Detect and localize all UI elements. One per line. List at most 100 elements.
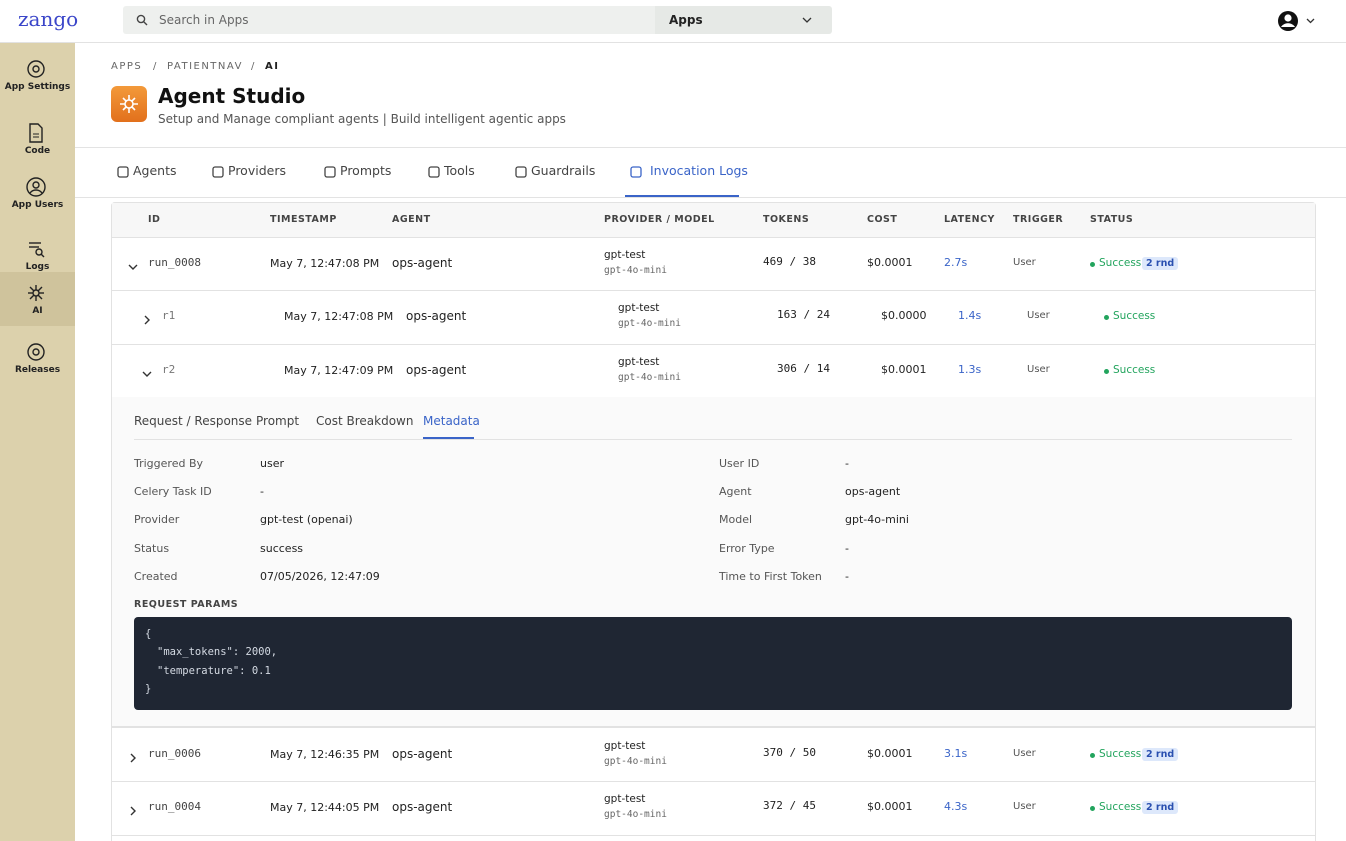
latency: 3.1s <box>944 746 968 760</box>
field-label: User ID <box>719 457 760 470</box>
tab[interactable]: Guardrails <box>514 148 596 198</box>
sidebar-item[interactable]: Releases <box>0 335 75 385</box>
sidebar-item[interactable]: Logs <box>0 232 75 282</box>
sidebar-label: App Settings <box>4 82 71 92</box>
code-line: "temperature": 0.1 <box>157 664 271 677</box>
sidebar-label: AI <box>32 306 43 316</box>
sidebar-label: Logs <box>25 262 50 272</box>
code-block: { "max_tokens": 2000, "temperature": 0.1} <box>134 617 1292 710</box>
logo[interactable]: zango <box>18 7 79 31</box>
run-id: run_0006 <box>148 746 201 760</box>
table-row[interactable] <box>112 728 1315 782</box>
sidebar-item[interactable]: AI <box>0 272 75 326</box>
status: Success <box>1099 256 1142 269</box>
rounds-badge: 2 rnd <box>1142 747 1179 761</box>
timestamp: May 7, 12:44:05 PM <box>270 801 380 814</box>
sidebar-item[interactable]: App Settings <box>0 52 75 102</box>
field-label: Model <box>719 513 753 526</box>
model: gpt-4o-mini <box>618 318 681 329</box>
latency: 1.3s <box>958 362 982 376</box>
trigger: User <box>1013 747 1036 759</box>
latency: 4.3s <box>944 800 968 813</box>
search-box[interactable]: Search in Apps <box>123 6 655 34</box>
sidebar-label: App Users <box>11 200 64 210</box>
status-dot <box>1090 261 1095 267</box>
tab-icon <box>514 164 528 178</box>
latency: 2.7s <box>944 255 968 269</box>
tab-label: Prompts <box>340 163 392 178</box>
agent: ops-agent <box>406 362 467 377</box>
field-label: Time to First Token <box>719 570 822 583</box>
tab[interactable]: Providers <box>211 148 287 198</box>
table-row[interactable] <box>112 290 1315 345</box>
sidebar-label: Releases <box>14 365 61 375</box>
field-value: 07/05/2026, 12:47:09 <box>260 570 380 583</box>
detail-tab-underline <box>423 437 474 439</box>
breadcrumb-separator: / <box>251 61 256 72</box>
cost: $0.0001 <box>867 800 913 813</box>
detail-tab[interactable]: Metadata <box>423 414 480 428</box>
timestamp: May 7, 12:47:09 PM <box>284 363 394 377</box>
breadcrumb-item[interactable]: APPS <box>111 61 143 72</box>
user-menu[interactable] <box>1277 10 1317 32</box>
field-label: Celery Task ID <box>134 485 212 498</box>
status: Success <box>1099 747 1142 760</box>
cost: $0.0000 <box>881 309 927 322</box>
tab-label: Guardrails <box>531 163 596 178</box>
field-value: gpt-4o-mini <box>845 513 909 526</box>
expand-chevron <box>127 749 139 762</box>
latency: 1.4s <box>958 309 982 322</box>
sidebar-item[interactable]: App Users <box>0 170 75 220</box>
rounds-badge: 2 rnd <box>1142 256 1179 270</box>
sidebar-icon <box>25 122 47 144</box>
provider: gpt-test <box>618 355 660 368</box>
table-row[interactable] <box>112 781 1315 836</box>
status: Success <box>1113 310 1156 322</box>
status-dot <box>1090 752 1095 758</box>
tab[interactable]: Invocation Logs <box>625 148 748 198</box>
model: gpt-4o-mini <box>604 264 667 276</box>
tab-icon <box>629 164 643 178</box>
cost: $0.0001 <box>867 746 913 760</box>
agent: ops-agent <box>392 255 453 270</box>
tab[interactable]: Prompts <box>323 148 391 198</box>
cost: $0.0001 <box>867 255 913 269</box>
tokens: 469 / 38 <box>763 254 816 268</box>
code-line: { <box>145 628 152 640</box>
trigger: User <box>1013 801 1036 812</box>
field-value: success <box>260 542 304 555</box>
sidebar-icon <box>25 341 47 363</box>
sidebar-label: Code <box>24 146 51 156</box>
studio-icon <box>111 86 147 122</box>
divider <box>75 197 1346 198</box>
detail-tab[interactable]: Prompt <box>256 414 300 428</box>
logs-table: ID TIMESTAMP AGENT PROVIDER / MODEL TOKENS CO… <box>111 202 1316 841</box>
agent: ops-agent <box>392 746 453 761</box>
column-header: TRIGGER <box>1013 214 1064 225</box>
tokens: 163 / 24 <box>777 308 830 321</box>
tab[interactable]: Agents <box>116 148 177 198</box>
tab[interactable]: Tools <box>427 148 479 198</box>
search-placeholder: Search in Apps <box>159 13 249 27</box>
table-row[interactable] <box>112 237 1315 291</box>
expand-chevron <box>141 311 153 325</box>
sidebar-item[interactable]: Code <box>0 116 75 166</box>
breadcrumb-separator: / <box>153 61 158 72</box>
detail-tab[interactable]: Request / Response <box>134 414 253 428</box>
column-header: TOKENS <box>763 214 810 225</box>
run-id: run_0008 <box>148 255 201 269</box>
column-header: AGENT <box>392 214 431 225</box>
sidebar-icon <box>25 58 47 80</box>
code-line: } <box>145 682 152 695</box>
status: Success <box>1099 801 1142 813</box>
detail-divider <box>134 439 1292 440</box>
column-header: COST <box>867 214 898 225</box>
column-header: TIMESTAMP <box>270 214 337 225</box>
tab-icon <box>211 164 225 178</box>
detail-tab[interactable]: Cost Breakdown <box>316 414 414 428</box>
breadcrumb-item[interactable]: PATIENTNAV <box>167 61 243 72</box>
trigger: User <box>1027 363 1050 375</box>
run-id: r1 <box>162 309 176 322</box>
code-line: "max_tokens": 2000, <box>157 646 278 659</box>
app-select[interactable]: Apps <box>655 6 832 34</box>
